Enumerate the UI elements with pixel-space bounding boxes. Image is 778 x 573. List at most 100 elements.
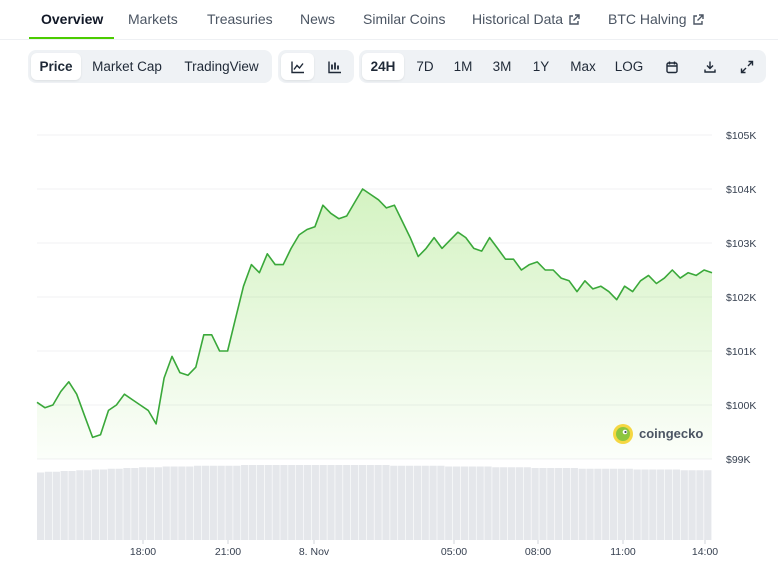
coingecko-logo-icon <box>613 424 633 444</box>
volume-bar <box>413 465 421 540</box>
volume-bar <box>319 465 327 540</box>
log-scale-button[interactable]: LOG <box>614 59 644 74</box>
x-tick-label: 8. Nov <box>299 546 330 558</box>
y-tick-label: $100K <box>726 400 756 412</box>
price-chart[interactable]: $99K $100K $101K $102K $103K $104K $105K 18:00… <box>0 100 778 573</box>
x-tick-label: 14:00 <box>692 546 718 558</box>
volume-bar <box>445 466 453 540</box>
tab-btc-halving[interactable]: BTC Halving <box>608 11 704 27</box>
volume-bar <box>562 468 571 540</box>
volume-bar <box>358 465 367 540</box>
volume-bar <box>704 470 712 540</box>
volume-bar <box>209 465 217 540</box>
volume-bar <box>594 468 602 540</box>
volume-bar <box>609 468 618 540</box>
volume-bar <box>288 465 296 540</box>
volume-bar <box>162 466 170 540</box>
line-chart-icon <box>290 61 304 73</box>
volume-bar <box>115 468 123 540</box>
line-view-button[interactable] <box>281 53 314 80</box>
volume-bar <box>617 468 626 540</box>
volume-bar <box>507 467 516 540</box>
range-1m-button[interactable]: 1M <box>453 59 473 74</box>
y-tick-label: $101K <box>726 346 756 358</box>
range-24h-button[interactable]: 24H <box>362 53 404 80</box>
volume-bar <box>201 465 210 540</box>
x-tick-label: 11:00 <box>610 546 636 558</box>
external-link-icon <box>569 14 580 25</box>
y-tick-label: $103K <box>726 238 756 250</box>
volume-bar <box>52 471 60 540</box>
candlestick-view-button[interactable] <box>318 53 351 80</box>
y-tick-label: $105K <box>726 130 756 142</box>
volume-bar <box>186 466 194 540</box>
volume-bar <box>405 465 414 540</box>
volume-bar <box>641 469 649 540</box>
volume-bar <box>696 470 704 540</box>
volume-bar <box>452 466 461 540</box>
tab-markets[interactable]: Markets <box>128 11 178 27</box>
volume-bar <box>484 466 492 540</box>
volume-bar <box>476 466 484 540</box>
volume-bar <box>460 466 469 540</box>
volume-bar <box>68 471 76 540</box>
volume-bar <box>390 465 398 540</box>
volume-bar <box>84 470 92 540</box>
volume-bar <box>280 465 288 540</box>
tab-news[interactable]: News <box>300 11 336 27</box>
range-max-button[interactable]: Max <box>570 59 596 74</box>
volume-bar <box>374 465 382 540</box>
volume-bar <box>672 469 681 540</box>
volume-bar <box>343 465 351 540</box>
volume-bar <box>311 465 319 540</box>
fullscreen-button[interactable] <box>730 53 764 80</box>
chart-type-toggle: Price Market Cap TradingView <box>28 50 272 83</box>
volume-bar <box>680 470 688 540</box>
volume-bar <box>233 465 241 540</box>
calendar-icon <box>666 61 678 73</box>
volume-bar <box>586 468 594 540</box>
x-tick-label: 05:00 <box>441 546 467 558</box>
volume-bar <box>688 470 696 540</box>
volume-bar <box>437 465 445 540</box>
volume-bar <box>76 470 84 540</box>
volume-bar <box>178 466 186 540</box>
volume-bar <box>248 465 257 540</box>
volume-bar <box>350 465 359 540</box>
volume-bar <box>547 468 555 540</box>
volume-bar <box>91 469 100 540</box>
tab-historical-data-label: Historical Data <box>472 11 564 27</box>
tab-historical-data[interactable]: Historical Data <box>472 11 580 27</box>
range-1y-button[interactable]: 1Y <box>532 59 550 74</box>
tab-overview[interactable]: Overview <box>41 11 104 27</box>
y-tick-label: $102K <box>726 292 756 304</box>
range-3m-button[interactable]: 3M <box>492 59 512 74</box>
tradingview-button[interactable]: TradingView <box>184 59 259 74</box>
volume-bar <box>555 468 563 540</box>
volume-bar <box>272 465 280 540</box>
volume-bar <box>492 467 500 540</box>
volume-bar <box>500 467 508 540</box>
market-cap-button[interactable]: Market Cap <box>92 59 162 74</box>
volume-bar <box>523 467 531 540</box>
price-button[interactable]: Price <box>31 53 81 80</box>
volume-bar <box>531 468 539 540</box>
x-tick-label: 21:00 <box>215 546 241 558</box>
volume-bar <box>154 467 162 540</box>
active-tab-indicator <box>29 37 114 39</box>
tab-similar-coins[interactable]: Similar Coins <box>363 11 446 27</box>
date-range-button[interactable] <box>655 53 689 80</box>
external-link-icon <box>692 14 704 25</box>
volume-bar <box>633 469 641 540</box>
volume-bar <box>256 465 265 540</box>
volume-bar <box>515 467 524 540</box>
tab-treasuries[interactable]: Treasuries <box>207 11 273 27</box>
chart-view-toggle <box>278 50 354 83</box>
volume-bar <box>366 465 374 540</box>
volume-bar <box>107 468 115 540</box>
range-7d-button[interactable]: 7D <box>416 59 434 74</box>
volume-bar <box>421 465 429 540</box>
volume-bar <box>335 465 343 540</box>
y-tick-label: $104K <box>726 184 756 196</box>
download-button[interactable] <box>693 53 727 80</box>
